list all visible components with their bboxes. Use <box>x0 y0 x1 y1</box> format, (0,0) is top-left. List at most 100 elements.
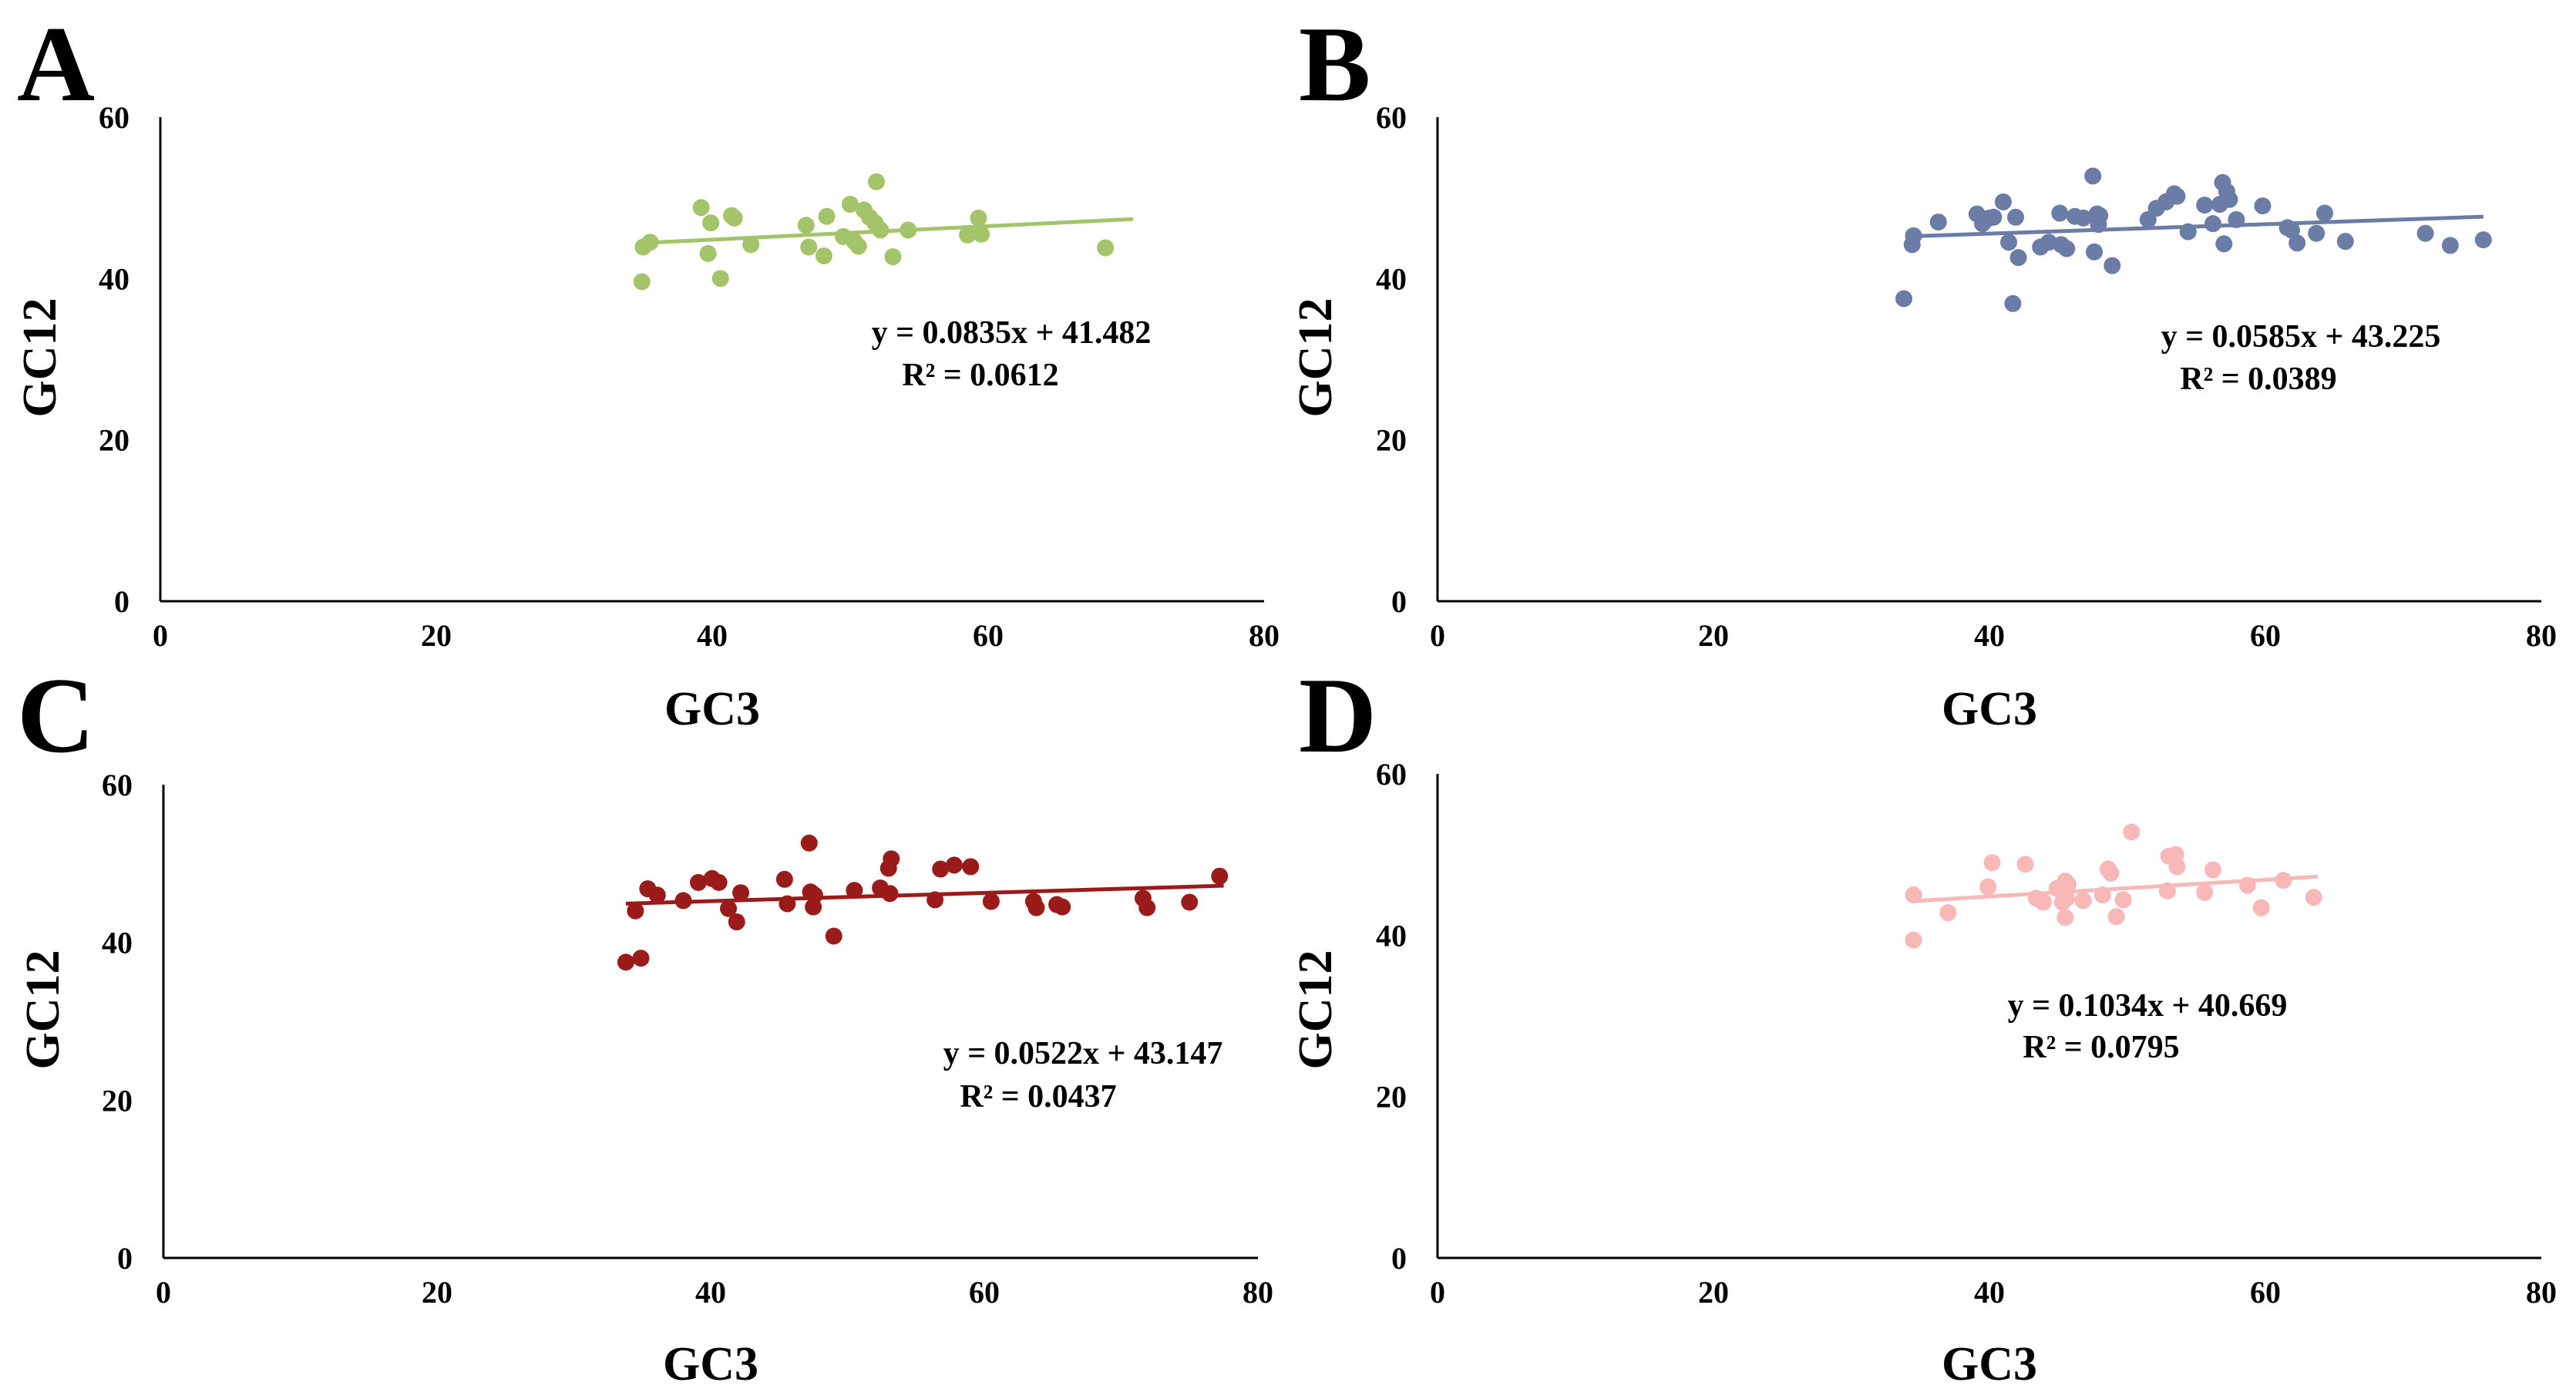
data-point <box>2179 223 2197 240</box>
data-point <box>1994 193 2012 210</box>
x-tick-label: 60 <box>2250 1275 2281 1310</box>
x-tick-label: 80 <box>2526 618 2557 653</box>
data-point <box>2196 883 2214 901</box>
data-point <box>2123 823 2141 841</box>
data-point <box>815 247 832 265</box>
data-point <box>779 895 796 913</box>
y-tick-label: 40 <box>99 261 129 296</box>
data-point <box>2441 237 2459 254</box>
data-point <box>1027 899 1045 916</box>
data-point <box>2107 908 2125 926</box>
x-tick-label: 20 <box>1698 1275 1729 1310</box>
data-point <box>1097 239 1115 257</box>
data-point <box>2102 864 2120 882</box>
data-point <box>973 225 990 243</box>
data-point <box>797 217 815 234</box>
data-point <box>2254 197 2272 215</box>
data-point <box>2416 224 2434 242</box>
regression-equation: y = 0.0522x + 43.147 <box>943 1036 1223 1071</box>
data-point <box>883 850 900 868</box>
trendline <box>1906 214 2484 239</box>
y-tick-label: 20 <box>1376 423 1407 458</box>
data-point <box>699 244 717 262</box>
data-point <box>2474 231 2492 249</box>
x-tick-label: 0 <box>156 1275 171 1310</box>
data-point <box>959 226 977 244</box>
data-point <box>2204 861 2221 879</box>
x-tick-label: 40 <box>697 618 728 653</box>
y-axis-title: GC12 <box>1290 298 1342 418</box>
x-tick-label: 20 <box>422 1275 452 1310</box>
data-point <box>632 950 650 967</box>
data-point <box>2091 207 2109 224</box>
r-squared-label: R² = 0.0795 <box>2023 1030 2179 1065</box>
y-tick-label: 40 <box>1376 918 1407 953</box>
x-tick-label: 0 <box>1430 618 1445 653</box>
y-tick-label: 0 <box>1391 584 1407 619</box>
y-tick-label: 60 <box>1376 100 1407 135</box>
data-point <box>1181 893 1199 911</box>
data-point <box>881 885 899 903</box>
y-tick-label: 20 <box>1376 1080 1407 1115</box>
data-point <box>1985 208 2003 226</box>
x-tick-label: 40 <box>1974 1275 2005 1310</box>
r-squared-label: R² = 0.0612 <box>902 358 1058 393</box>
data-point <box>710 873 728 891</box>
x-tick-label: 80 <box>1249 618 1280 653</box>
data-point <box>2084 167 2102 185</box>
data-point <box>641 234 659 251</box>
data-point <box>1895 290 1913 308</box>
data-point <box>2058 890 2076 907</box>
data-point <box>800 834 818 852</box>
data-point <box>1138 899 1156 916</box>
data-point <box>2056 909 2074 927</box>
data-point <box>2336 233 2354 251</box>
x-tick-label: 80 <box>2526 1275 2557 1310</box>
y-tick-label: 60 <box>102 768 133 802</box>
data-point <box>1983 854 2001 872</box>
data-point <box>1979 878 1997 896</box>
data-point <box>800 238 818 256</box>
data-point <box>849 237 867 255</box>
data-point <box>2074 892 2092 910</box>
data-point <box>1211 867 1229 885</box>
panel-letter: B <box>1299 5 1370 124</box>
data-point <box>2007 208 2025 226</box>
x-tick-label: 60 <box>2250 618 2281 653</box>
y-tick-label: 0 <box>1391 1241 1407 1276</box>
panel-c: C 0 20 40 60 80 0 20 40 60 GC3 GC12 y = 0.0522x + 43… <box>17 656 1273 1391</box>
data-point <box>1905 886 1922 903</box>
y-tick-label: 0 <box>117 1241 133 1276</box>
r-squared-label: R² = 0.0389 <box>2180 362 2336 397</box>
panel-letter: A <box>17 5 95 124</box>
data-point <box>2104 257 2121 274</box>
data-point <box>2086 243 2104 261</box>
data-point <box>2275 872 2292 890</box>
data-point <box>2283 221 2301 239</box>
data-point <box>1939 904 1957 922</box>
data-point <box>1929 214 1947 231</box>
data-point <box>2168 858 2186 876</box>
x-axis-title: GC3 <box>1942 1338 2037 1391</box>
data-point <box>2288 234 2306 252</box>
y-tick-label: 60 <box>1376 757 1407 792</box>
data-point <box>926 891 944 909</box>
data-point <box>970 209 987 227</box>
data-point <box>982 893 1000 910</box>
panel-letter: C <box>17 656 95 775</box>
data-point <box>2051 204 2069 222</box>
data-point <box>692 199 710 217</box>
data-point <box>2060 876 2077 893</box>
data-point <box>2215 235 2233 253</box>
data-point <box>945 856 963 874</box>
data-point <box>1054 898 1071 916</box>
y-tick-label: 40 <box>102 926 133 960</box>
x-axis-title: GC3 <box>1942 683 2037 735</box>
data-point <box>818 207 836 225</box>
y-tick-label: 40 <box>1376 261 1407 296</box>
data-point <box>932 860 950 878</box>
data-point <box>900 221 917 239</box>
data-point <box>2305 889 2322 906</box>
data-point <box>2074 209 2092 227</box>
